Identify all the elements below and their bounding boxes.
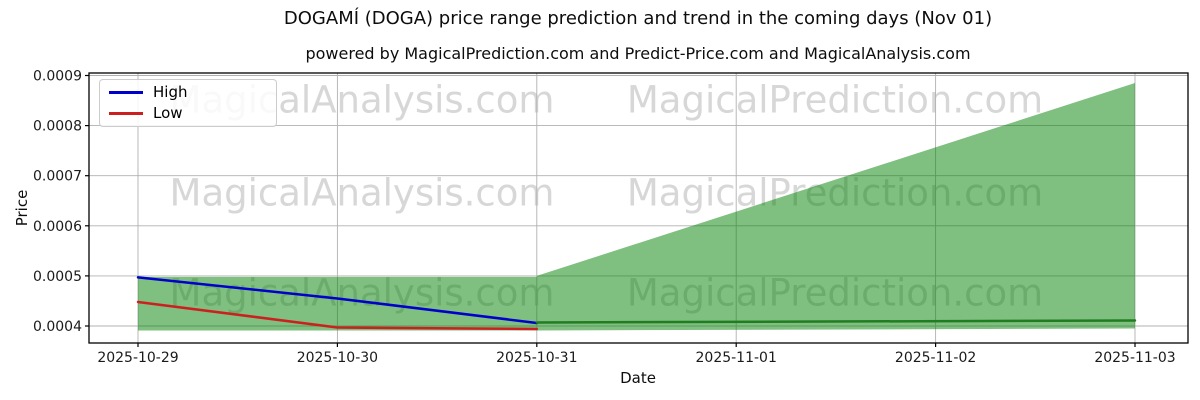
y-tick-label: 0.0005 [33, 269, 82, 285]
y-tick-label: 0.0006 [33, 219, 82, 235]
high-line-swatch [109, 91, 143, 94]
legend-label-low: Low [153, 104, 183, 122]
legend-label-high: High [153, 83, 188, 101]
y-tick-label: 0.0009 [33, 69, 82, 85]
area-historical-range-band [138, 276, 537, 331]
series-lines [136, 276, 1137, 331]
chart-subtitle: powered by MagicalPrediction.com and Pre… [305, 44, 971, 63]
plot-border [88, 72, 1189, 344]
x-axis-label: Date [620, 369, 656, 387]
chart-title: DOGAMÍ (DOGA) price range prediction and… [283, 8, 993, 29]
x-tick-label: 2025-11-02 [895, 350, 976, 366]
low-line-swatch [109, 112, 143, 115]
legend: High Low [99, 79, 277, 127]
y-tick-label: 0.0004 [33, 319, 82, 335]
y-tick-label: 0.0007 [33, 169, 82, 185]
x-tick-label: 2025-10-30 [297, 350, 378, 366]
y-axis-label: Price [13, 189, 31, 227]
area-forecast-range-fan [536, 83, 1135, 331]
y-tick-label: 0.0008 [33, 119, 82, 135]
x-tick-label: 2025-11-01 [696, 350, 777, 366]
tick-marks [85, 74, 1136, 347]
line-trend [535, 319, 1137, 324]
x-tick-label: 2025-10-29 [97, 350, 178, 366]
x-tick-label: 2025-10-31 [496, 350, 577, 366]
range-areas [138, 83, 1135, 331]
legend-item-high: High [109, 84, 266, 101]
line-high [136, 276, 539, 325]
x-tick-label: 2025-11-03 [1094, 350, 1175, 366]
legend-item-low: Low [109, 105, 266, 122]
line-low [136, 300, 539, 331]
tick-labels: 2025-10-29 2025-10-30 2025-10-31 2025-11-01… [33, 69, 1176, 367]
